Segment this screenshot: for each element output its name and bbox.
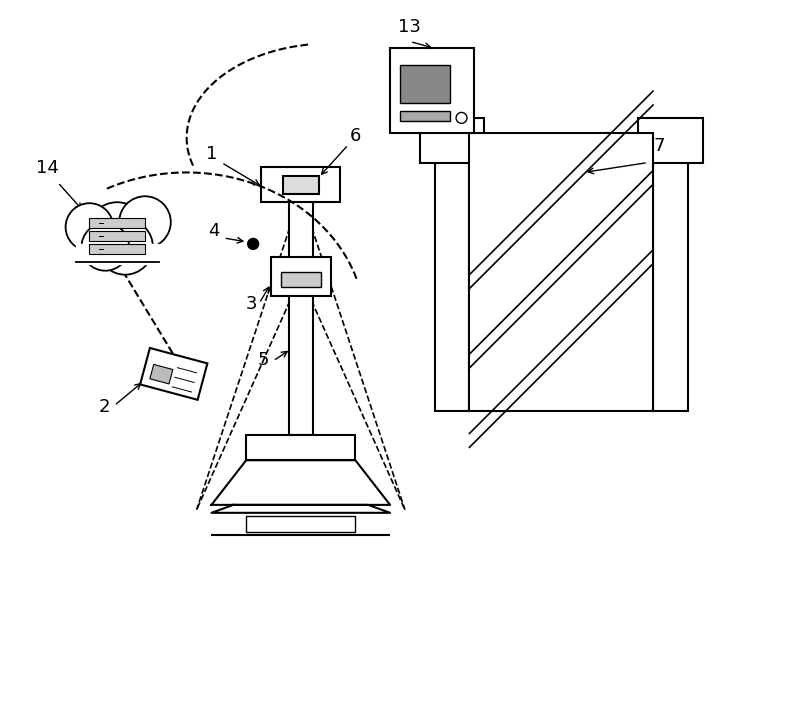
FancyBboxPatch shape: [150, 364, 173, 384]
FancyBboxPatch shape: [283, 177, 318, 194]
Circle shape: [82, 223, 129, 270]
FancyBboxPatch shape: [470, 133, 653, 411]
Text: 6: 6: [350, 127, 361, 145]
FancyBboxPatch shape: [289, 182, 313, 435]
Circle shape: [87, 202, 147, 262]
FancyBboxPatch shape: [434, 133, 470, 411]
FancyBboxPatch shape: [400, 111, 450, 121]
Text: 4: 4: [208, 222, 219, 240]
FancyBboxPatch shape: [90, 218, 145, 228]
Circle shape: [66, 203, 114, 251]
Text: 14: 14: [36, 159, 59, 177]
FancyBboxPatch shape: [246, 435, 355, 460]
FancyBboxPatch shape: [271, 257, 330, 296]
Circle shape: [98, 219, 153, 275]
Text: 5: 5: [258, 351, 269, 369]
Circle shape: [119, 196, 170, 248]
FancyBboxPatch shape: [653, 133, 688, 411]
Text: 7: 7: [653, 136, 665, 154]
FancyBboxPatch shape: [261, 167, 341, 202]
FancyBboxPatch shape: [400, 66, 450, 103]
FancyBboxPatch shape: [638, 118, 702, 162]
Text: 3: 3: [246, 296, 257, 314]
Text: 1: 1: [206, 144, 217, 162]
FancyBboxPatch shape: [281, 272, 321, 286]
Text: 2: 2: [98, 397, 110, 415]
Circle shape: [248, 239, 258, 249]
FancyBboxPatch shape: [90, 244, 145, 254]
FancyBboxPatch shape: [246, 516, 355, 531]
FancyBboxPatch shape: [420, 118, 484, 162]
FancyBboxPatch shape: [390, 48, 474, 133]
FancyBboxPatch shape: [140, 348, 207, 400]
FancyBboxPatch shape: [75, 244, 159, 264]
FancyBboxPatch shape: [90, 231, 145, 241]
Text: 13: 13: [398, 17, 422, 35]
